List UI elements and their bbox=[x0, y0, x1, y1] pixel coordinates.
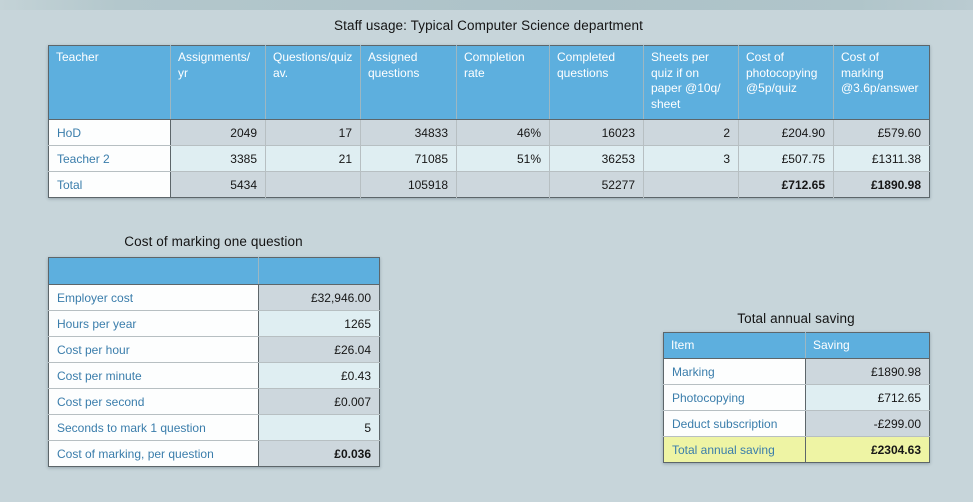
row-label-cell[interactable]: Deduct subscription bbox=[663, 410, 806, 437]
staff-row-hod: HoD 2049 17 34833 46% 16023 2 £204.90 £5… bbox=[48, 119, 930, 146]
value-cell[interactable]: £507.75 bbox=[738, 145, 834, 172]
row-label-cell[interactable]: Hours per year bbox=[48, 310, 259, 337]
row-label-cell[interactable]: Cost per minute bbox=[48, 362, 259, 389]
value-cell[interactable]: 2049 bbox=[170, 119, 266, 146]
value-cell[interactable] bbox=[456, 171, 550, 198]
value-cell-total-photocopying[interactable]: £712.65 bbox=[738, 171, 834, 198]
header-cell-assigned-questions[interactable]: Assigned questions bbox=[360, 45, 457, 120]
value-cell[interactable] bbox=[265, 171, 361, 198]
table-row: Cost per hour £26.04 bbox=[48, 336, 380, 363]
empty-header-cell[interactable] bbox=[48, 257, 259, 285]
header-cell-teacher[interactable]: Teacher bbox=[48, 45, 171, 120]
value-cell[interactable]: -£299.00 bbox=[805, 410, 930, 437]
value-cell[interactable]: 71085 bbox=[360, 145, 457, 172]
table-row: Hours per year 1265 bbox=[48, 310, 380, 337]
value-cell[interactable]: 105918 bbox=[360, 171, 457, 198]
row-label-cell[interactable]: Cost of marking, per question bbox=[48, 440, 259, 467]
value-cell[interactable]: £0.43 bbox=[258, 362, 380, 389]
value-cell[interactable]: 21 bbox=[265, 145, 361, 172]
staff-row-total: Total 5434 105918 52277 £712.65 £1890.98 bbox=[48, 171, 930, 198]
saving-table-title: Total annual saving bbox=[737, 311, 855, 326]
table-row-deduct-subscription: Deduct subscription -£299.00 bbox=[663, 410, 930, 437]
table-row-marking: Marking £1890.98 bbox=[663, 358, 930, 385]
table-row-photocopying: Photocopying £712.65 bbox=[663, 384, 930, 411]
value-cell[interactable]: £579.60 bbox=[833, 119, 930, 146]
header-cell-item[interactable]: Item bbox=[663, 332, 806, 359]
header-cell-questions-per-quiz[interactable]: Questions/quiz av. bbox=[265, 45, 361, 120]
value-cell[interactable] bbox=[643, 171, 739, 198]
table-row: Seconds to mark 1 question 5 bbox=[48, 414, 380, 441]
value-cell[interactable]: £204.90 bbox=[738, 119, 834, 146]
staff-header-row: Teacher Assignments/ yr Questions/quiz a… bbox=[48, 45, 930, 120]
total-annual-saving-table: Item Saving Marking £1890.98 Photocopyin… bbox=[663, 332, 930, 463]
table-row: Cost per second £0.007 bbox=[48, 388, 380, 415]
row-label-cell[interactable]: Marking bbox=[663, 358, 806, 385]
value-cell[interactable]: 1265 bbox=[258, 310, 380, 337]
row-label-cell[interactable]: Employer cost bbox=[48, 284, 259, 311]
header-cell-completion-rate[interactable]: Completion rate bbox=[456, 45, 550, 120]
value-cell[interactable]: 46% bbox=[456, 119, 550, 146]
value-cell[interactable]: 34833 bbox=[360, 119, 457, 146]
row-label-cell[interactable]: Total bbox=[48, 171, 171, 198]
staff-table-title: Staff usage: Typical Computer Science de… bbox=[334, 18, 643, 33]
marking-table-title: Cost of marking one question bbox=[124, 234, 303, 249]
table-row: Employer cost £32,946.00 bbox=[48, 284, 380, 311]
staff-row-teacher2: Teacher 2 3385 21 71085 51% 36253 3 £507… bbox=[48, 145, 930, 172]
row-label-cell[interactable]: Photocopying bbox=[663, 384, 806, 411]
header-cell-cost-photocopying[interactable]: Cost of photocopying @5p/quiz bbox=[738, 45, 834, 120]
value-cell[interactable]: £1311.38 bbox=[833, 145, 930, 172]
header-cell-sheets-per-quiz[interactable]: Sheets per quiz if on paper @10q/ sheet bbox=[643, 45, 739, 120]
row-label-cell[interactable]: HoD bbox=[48, 119, 171, 146]
value-cell[interactable]: 16023 bbox=[549, 119, 644, 146]
staff-usage-table: Teacher Assignments/ yr Questions/quiz a… bbox=[48, 45, 930, 198]
value-cell[interactable]: 3385 bbox=[170, 145, 266, 172]
marking-header-row bbox=[48, 257, 380, 285]
table-row-total-annual-saving: Total annual saving £2304.63 bbox=[663, 436, 930, 463]
value-cell[interactable]: £712.65 bbox=[805, 384, 930, 411]
value-cell[interactable]: 36253 bbox=[549, 145, 644, 172]
value-cell[interactable]: £1890.98 bbox=[805, 358, 930, 385]
value-cell[interactable]: 17 bbox=[265, 119, 361, 146]
value-cell[interactable]: 2 bbox=[643, 119, 739, 146]
empty-header-cell[interactable] bbox=[258, 257, 380, 285]
row-label-cell[interactable]: Seconds to mark 1 question bbox=[48, 414, 259, 441]
value-cell[interactable]: 5 bbox=[258, 414, 380, 441]
header-cell-saving[interactable]: Saving bbox=[805, 332, 930, 359]
header-cell-cost-marking[interactable]: Cost of marking @3.6p/answer bbox=[833, 45, 930, 120]
value-cell[interactable]: £2304.63 bbox=[805, 436, 930, 463]
value-cell[interactable]: 5434 bbox=[170, 171, 266, 198]
row-label-cell[interactable]: Cost per second bbox=[48, 388, 259, 415]
value-cell-total-marking[interactable]: £1890.98 bbox=[833, 171, 930, 198]
window-top-edge bbox=[0, 0, 973, 10]
table-row-cost-per-question: Cost of marking, per question £0.036 bbox=[48, 440, 380, 467]
value-cell[interactable]: £0.007 bbox=[258, 388, 380, 415]
value-cell[interactable]: 52277 bbox=[549, 171, 644, 198]
header-cell-completed-questions[interactable]: Completed questions bbox=[549, 45, 644, 120]
table-row: Cost per minute £0.43 bbox=[48, 362, 380, 389]
row-label-cell[interactable]: Cost per hour bbox=[48, 336, 259, 363]
cost-of-marking-table: Employer cost £32,946.00 Hours per year … bbox=[48, 257, 380, 467]
row-label-cell[interactable]: Teacher 2 bbox=[48, 145, 171, 172]
value-cell[interactable]: £32,946.00 bbox=[258, 284, 380, 311]
header-cell-assignments[interactable]: Assignments/ yr bbox=[170, 45, 266, 120]
saving-header-row: Item Saving bbox=[663, 332, 930, 359]
value-cell[interactable]: 51% bbox=[456, 145, 550, 172]
row-label-cell[interactable]: Total annual saving bbox=[663, 436, 806, 463]
value-cell[interactable]: £26.04 bbox=[258, 336, 380, 363]
value-cell[interactable]: £0.036 bbox=[258, 440, 380, 467]
value-cell[interactable]: 3 bbox=[643, 145, 739, 172]
